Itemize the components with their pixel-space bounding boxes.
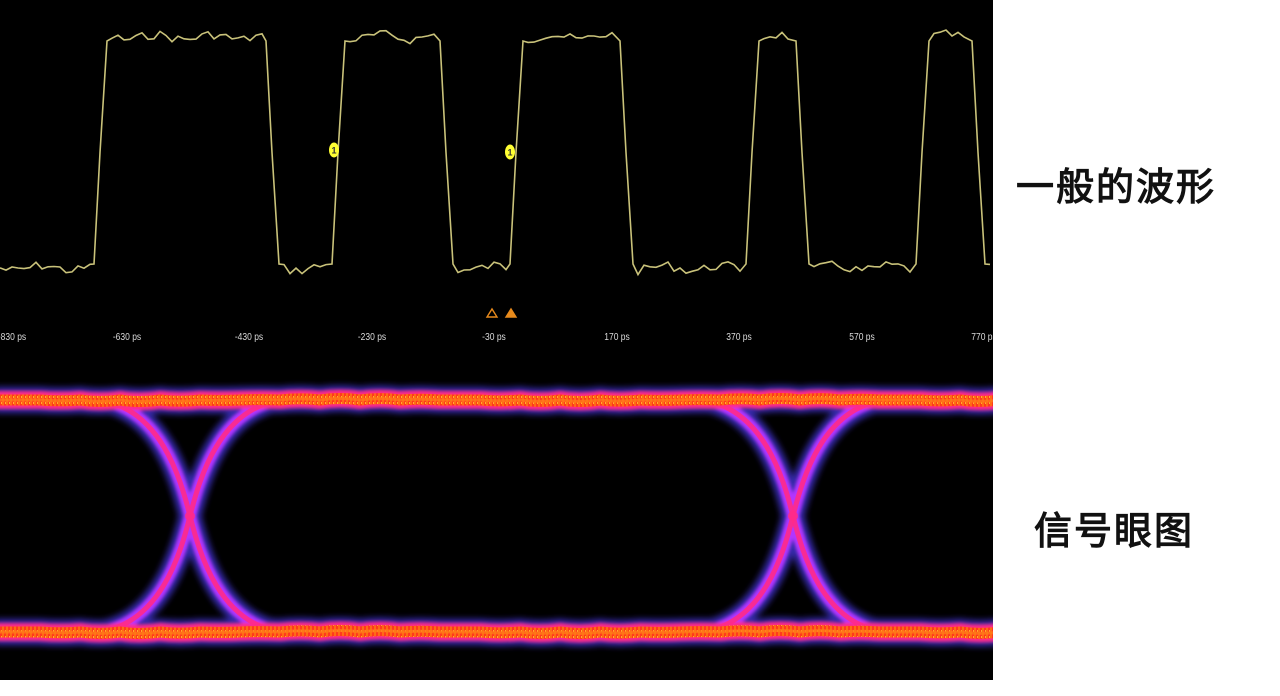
eye-crossing-point — [185, 511, 195, 521]
time-tick-label: -430 ps — [234, 332, 264, 343]
eye-diagram-plot — [0, 385, 993, 647]
eye-rail-highlight — [0, 397, 993, 403]
time-tick-label: 370 ps — [726, 332, 752, 343]
edge-marker: 1 — [505, 144, 515, 160]
trigger-marker-icon — [504, 307, 518, 318]
time-tick-label: 170 ps — [603, 332, 630, 343]
eye-rail-highlight — [0, 629, 993, 635]
edge-marker-label: 1 — [331, 146, 336, 156]
trigger-marker-icon — [485, 307, 499, 318]
waveform-trace — [0, 29, 991, 277]
waveform-caption: 一般的波形 — [1016, 165, 1217, 209]
time-tick-label: -230 ps — [357, 332, 386, 343]
edge-marker-label: 1 — [507, 148, 512, 158]
time-tick-label: -30 ps — [482, 332, 506, 343]
eye-crossing-point — [788, 511, 798, 521]
time-tick-label: -630 ps — [112, 332, 141, 343]
time-tick-label: -830 ps — [0, 332, 27, 343]
time-tick-label: 770 ps — [971, 332, 993, 343]
time-tick-label: 570 ps — [848, 332, 875, 343]
eye-diagram-caption: 信号眼图 — [1034, 509, 1195, 553]
edge-marker: 1 — [329, 142, 339, 158]
